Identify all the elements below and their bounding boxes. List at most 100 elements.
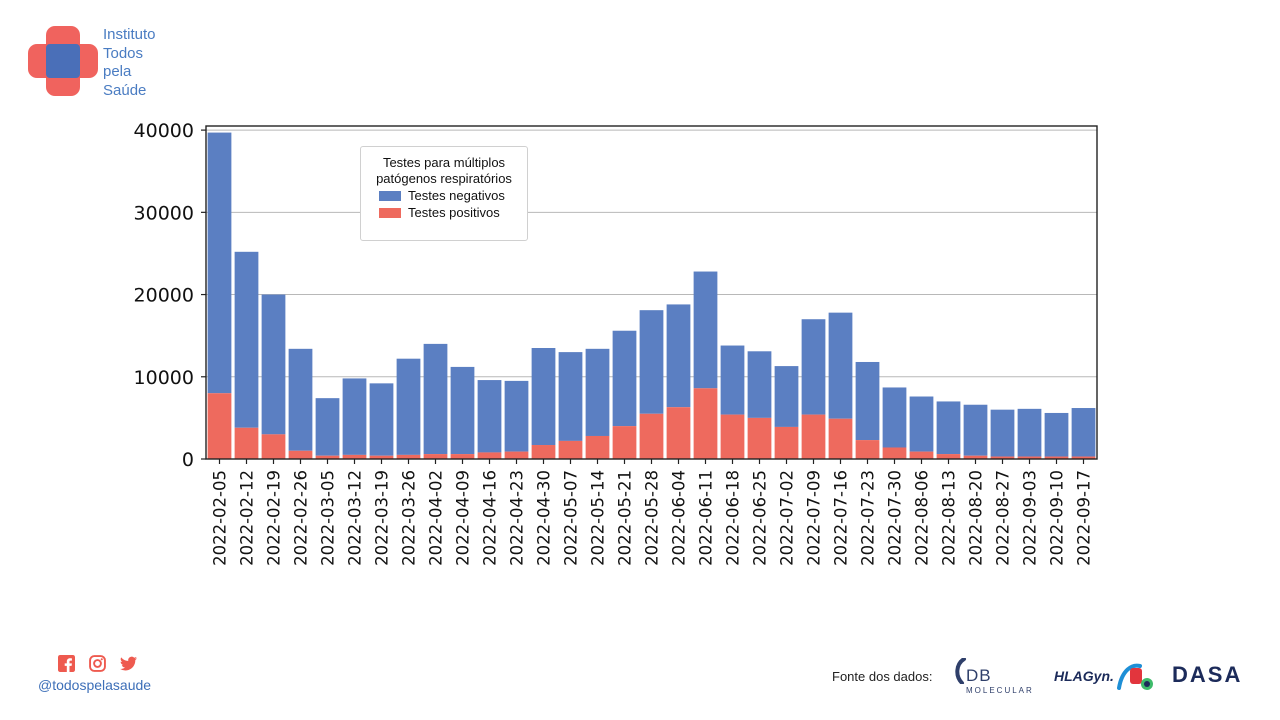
x-tick-label: 2022-03-05 (319, 470, 338, 566)
x-tick-label: 2022-07-16 (832, 470, 851, 566)
bar-negatives (423, 343, 448, 455)
bar-positives (909, 451, 934, 459)
hlagyn-mark-icon (1117, 663, 1153, 690)
x-tick-label: 2022-04-23 (508, 470, 527, 566)
bar-negatives (882, 387, 907, 448)
x-tick-label: 2022-04-02 (427, 470, 446, 566)
bar-negatives (1071, 408, 1096, 457)
db-molecular-mark-icon (955, 658, 966, 684)
institute-name: Instituto Todos pela Saúde (103, 26, 193, 100)
x-tick-label: 2022-09-03 (1021, 470, 1040, 566)
x-tick-label: 2022-08-27 (994, 470, 1013, 566)
bar-positives (315, 455, 340, 459)
bar-negatives (774, 366, 799, 427)
bar-negatives (693, 271, 718, 389)
source-label: Fonte dos dados: (832, 669, 933, 684)
db-molecular-logo: DB MOLECULAR (952, 656, 1042, 700)
x-tick-label: 2022-07-23 (859, 470, 878, 566)
bar-positives (612, 426, 637, 459)
bar-positives (882, 447, 907, 459)
x-tick-label: 2022-05-21 (616, 470, 635, 566)
social-handle[interactable]: @todospelasaude (38, 677, 152, 693)
bar-negatives (990, 409, 1015, 457)
y-tick-label: 10000 (134, 367, 194, 389)
x-tick-label: 2022-02-19 (265, 470, 284, 566)
facebook-icon[interactable] (58, 655, 75, 672)
bar-negatives (558, 352, 583, 441)
bar-positives (1044, 456, 1069, 459)
bar-positives (558, 440, 583, 459)
bar-positives (261, 434, 286, 459)
bar-positives (1071, 456, 1096, 459)
dasa-logo: DASA (1172, 662, 1243, 687)
bar-negatives (450, 366, 475, 455)
bar-negatives (477, 380, 502, 453)
bar-positives (936, 454, 961, 459)
hlagyn-name: HLAGyn. (1054, 668, 1114, 684)
social-block: @todospelasaude (38, 655, 168, 700)
bar-negatives (936, 401, 961, 455)
bar-negatives (504, 380, 529, 452)
bar-positives (369, 455, 394, 459)
logo-line: Todos (103, 44, 144, 62)
x-tick-label: 2022-06-04 (670, 470, 689, 566)
bar-negatives (531, 348, 556, 446)
bar-negatives (288, 348, 313, 451)
legend-label-positives: Testes positivos (408, 205, 500, 220)
bar-negatives (666, 304, 691, 408)
bar-negatives (585, 348, 610, 436)
legend-swatch-positives (379, 207, 401, 218)
x-tick-label: 2022-08-13 (940, 470, 959, 566)
bar-positives (639, 413, 664, 459)
bar-negatives (342, 378, 367, 455)
logo-line: Saúde (103, 81, 147, 99)
x-tick-label: 2022-04-16 (481, 470, 500, 566)
bar-positives (747, 417, 772, 459)
bar-positives (693, 388, 718, 459)
chart-legend: Testes para múltiplos patógenos respirat… (360, 146, 528, 241)
x-tick-label: 2022-09-10 (1048, 470, 1067, 566)
x-tick-label: 2022-02-26 (292, 470, 311, 566)
bar-positives (963, 455, 988, 459)
y-tick-label: 0 (182, 449, 194, 471)
logo-line: Instituto (103, 26, 156, 43)
twitter-icon[interactable] (120, 655, 137, 672)
x-tick-label: 2022-09-17 (1075, 470, 1094, 566)
bar-negatives (963, 404, 988, 456)
db-molecular-name: DB (966, 666, 992, 685)
cross-logo-icon (28, 26, 98, 96)
x-tick-label: 2022-07-09 (805, 470, 824, 566)
bar-negatives (720, 345, 745, 415)
x-tick-label: 2022-06-25 (751, 470, 770, 566)
legend-label-negatives: Testes negativos (408, 188, 505, 203)
data-sources: Fonte dos dados: DB MOLECULAR HLAGyn. DA… (832, 652, 1252, 702)
bar-negatives (612, 330, 637, 427)
bar-negatives (369, 383, 394, 456)
x-tick-label: 2022-04-30 (535, 470, 554, 566)
institute-logo: Instituto Todos pela Saúde (28, 26, 188, 106)
x-tick-label: 2022-02-12 (238, 470, 257, 566)
x-tick-label: 2022-05-14 (589, 470, 608, 566)
db-molecular-subtitle: MOLECULAR (966, 686, 1034, 695)
bar-positives (477, 452, 502, 459)
legend-swatch-negatives (379, 190, 401, 201)
bar-positives (801, 414, 826, 459)
bar-positives (828, 418, 853, 459)
bar-positives (990, 456, 1015, 459)
x-tick-label: 2022-06-18 (724, 470, 743, 566)
bar-positives (396, 454, 421, 459)
bar-negatives (639, 310, 664, 414)
bar-negatives (828, 312, 853, 419)
x-tick-label: 2022-02-05 (211, 470, 230, 566)
x-tick-label: 2022-07-30 (886, 470, 905, 566)
bar-negatives (855, 361, 880, 441)
bar-negatives (747, 351, 772, 418)
legend-title: Testes para múltiplos patógenos respirat… (376, 155, 512, 186)
x-tick-label: 2022-06-11 (697, 470, 716, 566)
instagram-icon[interactable] (89, 655, 106, 672)
bar-negatives (261, 294, 286, 435)
x-tick-label: 2022-05-28 (643, 470, 662, 566)
x-tick-label: 2022-05-07 (562, 470, 581, 566)
x-tick-label: 2022-07-02 (778, 470, 797, 566)
x-tick-label: 2022-08-20 (967, 470, 986, 566)
